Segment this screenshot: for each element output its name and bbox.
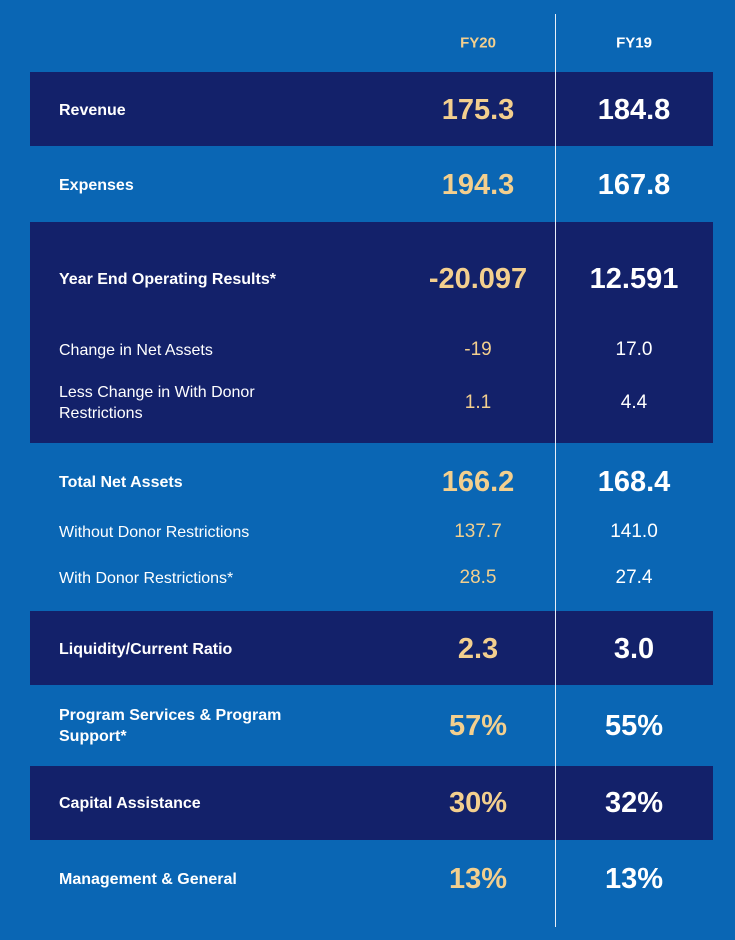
row-label: Management & General bbox=[59, 870, 237, 888]
column-header-fy20: FY20 bbox=[460, 34, 496, 52]
band-liquidity bbox=[30, 611, 713, 685]
band-operating-results bbox=[30, 222, 713, 443]
value-fy19: 168.4 bbox=[597, 466, 671, 498]
value-fy19: 27.4 bbox=[615, 567, 653, 588]
row-label: Year End Operating Results* bbox=[59, 270, 276, 288]
value-fy19: 184.8 bbox=[597, 94, 671, 126]
column-header-fy19: FY19 bbox=[616, 34, 652, 52]
row-label: Capital Assistance bbox=[59, 794, 201, 812]
value-fy19: 3.0 bbox=[613, 633, 655, 665]
value-fy20: 1.1 bbox=[464, 392, 492, 413]
value-fy19: 4.4 bbox=[620, 392, 648, 413]
row-label: Program Services & Program Support* bbox=[59, 707, 282, 745]
value-fy20: 175.3 bbox=[441, 94, 515, 126]
value-fy20: 137.7 bbox=[454, 521, 502, 542]
value-fy20: -19 bbox=[464, 339, 492, 360]
row-label: Revenue bbox=[59, 101, 126, 119]
row-label: Expenses bbox=[59, 176, 134, 194]
band-revenue bbox=[30, 72, 713, 146]
row-label: Change in Net Assets bbox=[59, 341, 213, 359]
row-label: Total Net Assets bbox=[59, 473, 183, 491]
value-fy19: 141.0 bbox=[610, 521, 658, 542]
value-fy19: 12.591 bbox=[589, 263, 679, 295]
row-label: Without Donor Restrictions bbox=[59, 523, 250, 541]
value-fy19: 32% bbox=[604, 787, 664, 819]
value-fy20: 28.5 bbox=[459, 567, 497, 588]
band-capital-assistance bbox=[30, 766, 713, 840]
value-fy19: 55% bbox=[604, 710, 664, 742]
value-fy20: 194.3 bbox=[441, 169, 515, 201]
value-fy19: 17.0 bbox=[615, 339, 653, 360]
value-fy19: 13% bbox=[604, 863, 664, 895]
value-fy20: -20.097 bbox=[428, 263, 528, 295]
value-fy20: 57% bbox=[448, 710, 508, 742]
value-fy20: 166.2 bbox=[441, 466, 515, 498]
value-fy20: 2.3 bbox=[457, 633, 499, 665]
value-fy20: 13% bbox=[448, 863, 508, 895]
value-fy20: 30% bbox=[448, 787, 508, 819]
row-label: Liquidity/Current Ratio bbox=[59, 640, 233, 658]
column-divider bbox=[555, 14, 556, 927]
row-label: With Donor Restrictions* bbox=[59, 569, 234, 587]
row-label: Less Change in With Donor Restrictions bbox=[59, 384, 255, 422]
value-fy19: 167.8 bbox=[597, 169, 671, 201]
